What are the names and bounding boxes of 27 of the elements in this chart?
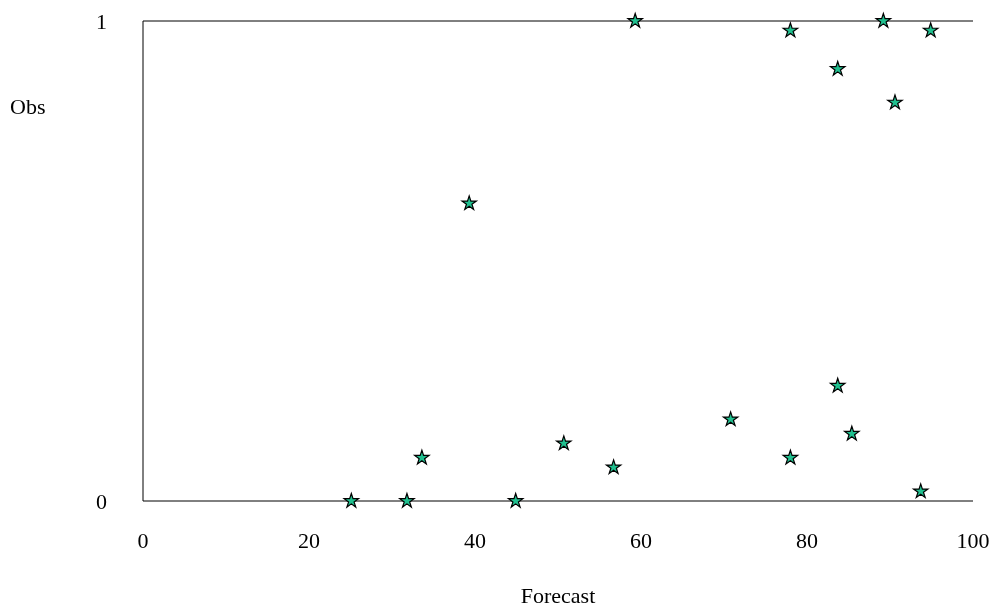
x-tick-label: 60	[630, 527, 652, 553]
point	[414, 449, 430, 465]
point	[782, 449, 799, 465]
point	[461, 195, 477, 211]
point	[844, 425, 860, 441]
x-tick-label: 80	[796, 527, 818, 553]
x-tick-label: 40	[464, 527, 486, 553]
point	[782, 22, 799, 38]
point	[912, 483, 929, 499]
point	[829, 60, 846, 76]
point	[343, 492, 360, 508]
point	[922, 22, 939, 38]
point	[399, 492, 415, 508]
point	[887, 94, 903, 110]
point	[722, 411, 739, 427]
point	[507, 492, 524, 508]
point	[627, 12, 643, 28]
point	[829, 377, 846, 393]
y-axis-title: Obs	[10, 94, 46, 120]
x-tick-label: 100	[956, 527, 990, 553]
y-tick-label: 1	[96, 8, 107, 34]
x-tick-label: 0	[137, 527, 149, 553]
x-axis-title: Forecast	[520, 583, 596, 608]
point	[605, 459, 622, 475]
point	[556, 435, 572, 451]
x-tick-label: 20	[298, 527, 320, 553]
point	[875, 12, 892, 28]
